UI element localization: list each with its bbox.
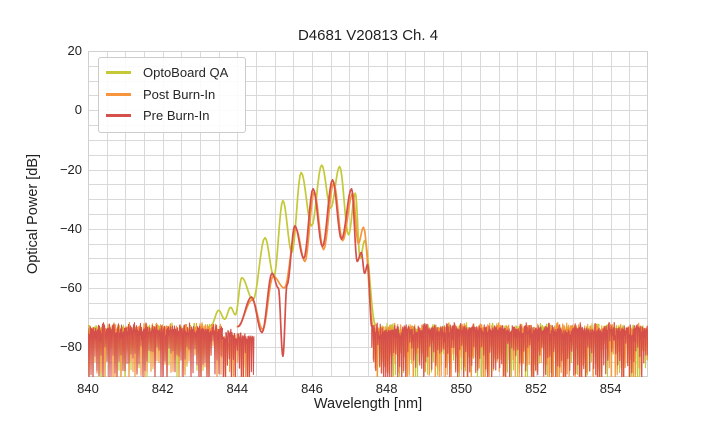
legend-item-pre-burn-in: Pre Burn-In bbox=[99, 105, 245, 127]
plot-area: OptoBoard QA Post Burn-In Pre Burn-In bbox=[88, 51, 648, 377]
legend-item-optoboard-qa: OptoBoard QA bbox=[99, 62, 245, 84]
legend-label-pre-burn-in: Pre Burn-In bbox=[143, 108, 210, 124]
x-tick-label-854: 854 bbox=[599, 381, 622, 396]
x-tick-labels: 840 842 844 846 848 850 852 854 bbox=[77, 381, 648, 397]
x-axis-label: Wavelength [nm] bbox=[313, 396, 423, 412]
y-tick-label--20: −20 bbox=[59, 161, 82, 177]
x-tick-label-842: 842 bbox=[151, 381, 174, 396]
x-tick-label-848: 848 bbox=[375, 381, 398, 396]
legend-line-swatch-post-burn-in bbox=[106, 92, 131, 96]
y-tick-label-0: 0 bbox=[74, 102, 82, 118]
x-tick-label-844: 844 bbox=[226, 381, 249, 396]
x-tick-label-852: 852 bbox=[525, 381, 547, 396]
legend-label-post-burn-in: Post Burn-In bbox=[143, 86, 216, 102]
legend-line-swatch-pre-burn-in bbox=[106, 114, 131, 118]
x-tick-label-840: 840 bbox=[77, 381, 99, 396]
x-tick-label-846: 846 bbox=[301, 381, 323, 396]
y-tick-label--80: −80 bbox=[59, 339, 82, 355]
legend-item-post-burn-in: Post Burn-In bbox=[99, 84, 245, 106]
chart-title: D4681 V20813 Ch. 4 bbox=[297, 27, 439, 44]
legend-label-optoboard-qa: OptoBoard QA bbox=[143, 65, 229, 81]
y-tick-label--60: −60 bbox=[59, 279, 82, 295]
y-tick-labels: 20 0 −20 −40 −60 −80 bbox=[36, 43, 82, 377]
x-tick-label-850: 850 bbox=[450, 381, 473, 396]
y-tick-label-20: 20 bbox=[67, 42, 82, 58]
y-tick-label--40: −40 bbox=[59, 220, 82, 236]
legend: OptoBoard QA Post Burn-In Pre Burn-In bbox=[98, 57, 246, 133]
legend-line-swatch-optoboard-qa bbox=[106, 71, 131, 75]
